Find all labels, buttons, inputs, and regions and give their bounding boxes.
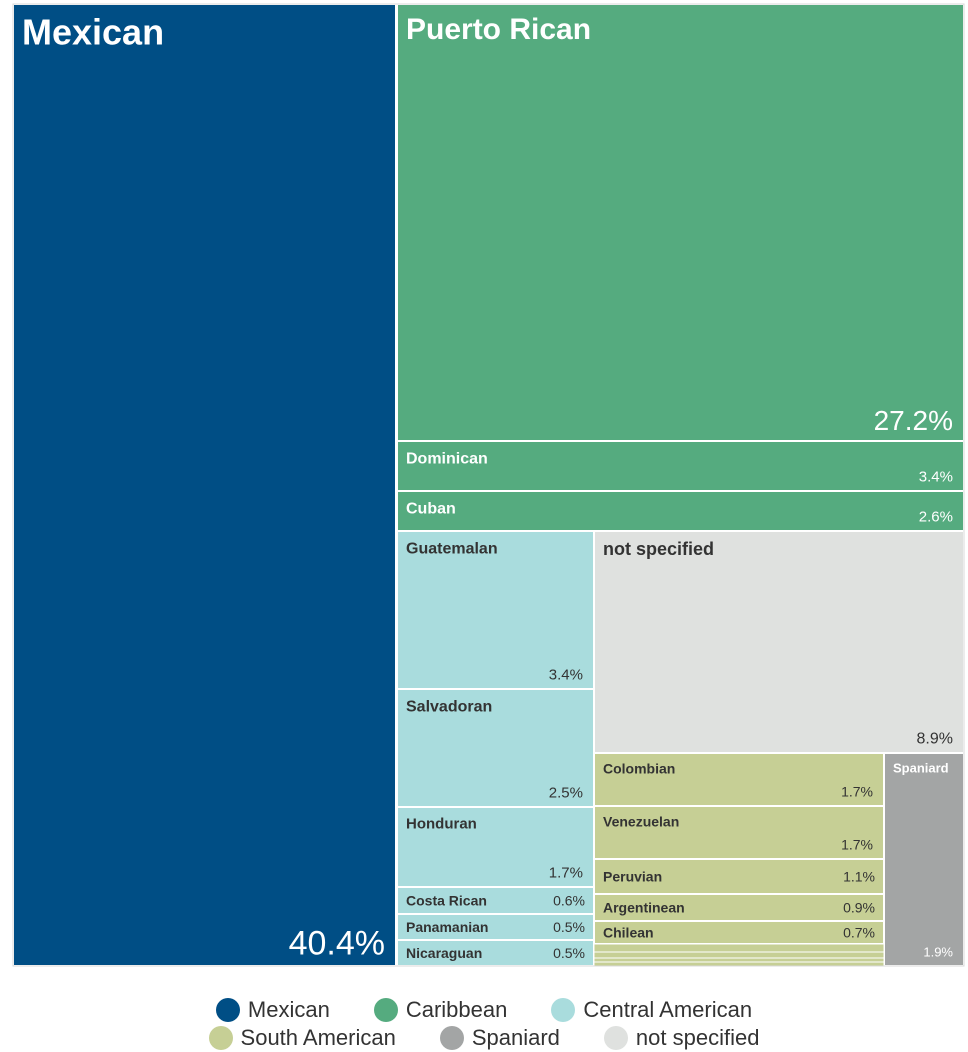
tile-name-label: Cuban [406,500,456,517]
legend-swatch [215,998,240,1022]
legend-label: South American [240,1025,396,1050]
tile-peruvian: Peruvian 1.1% [593,858,885,895]
tile-name-label: Peruvian [603,869,662,885]
tile-name-label: Dominican [406,450,488,467]
tile-value-label: 0.5% [553,945,585,961]
legend-label: Spaniard [471,1025,560,1050]
tile-value-label: 0.7% [843,925,875,941]
tile-rect [593,530,965,754]
tile-rect [396,688,595,808]
legend-label: Caribbean [405,997,508,1022]
tile-nicaraguan: Nicaraguan 0.5% [396,939,595,967]
legend-item-not-specified: not specified [603,1025,760,1051]
legend-swatch [373,998,398,1022]
treemap-chart: Mexican 40.4% Puerto Rican 27.2% Dominican 3.… [12,3,965,967]
tile-panamanian: Panamanian 0.5% [396,913,595,941]
tile-value-label: 1.7% [841,837,873,853]
tile-value-label: 2.6% [919,509,953,526]
legend-label: Mexican [247,997,330,1022]
legend-swatch [208,1026,233,1050]
tile-value-label: 8.9% [917,730,953,747]
legend: Mexican Caribbean Central American South… [0,996,968,1052]
tile-honduran: Honduran 1.7% [396,806,595,888]
tile-rect [396,440,965,492]
tile-sliver-3 [593,961,885,967]
legend-row-1: Mexican Caribbean Central American [0,996,968,1024]
tile-value-label: 3.4% [919,469,953,486]
tile-rect [396,913,595,941]
tile-name-label: Venezuelan [603,814,679,830]
legend-label: Central American [583,997,753,1022]
tile-name-label: Nicaraguan [406,945,482,961]
tile-name-label: Chilean [603,925,654,941]
tile-name-label: Costa Rican [406,893,487,909]
tile-rect [593,752,885,807]
tile-rect [396,490,965,532]
tile-venezuelan: Venezuelan 1.7% [593,805,885,860]
tile-guatemalan: Guatemalan 3.4% [396,530,595,690]
tile-value-label: 1.7% [841,784,873,800]
tile-value-label: 40.4% [289,925,385,963]
tile-rect [396,3,965,442]
tile-cuban: Cuban 2.6% [396,490,965,532]
tile-dominican: Dominican 3.4% [396,440,965,492]
legend-item-caribbean: Caribbean [373,997,508,1023]
legend-swatch [439,1026,464,1050]
tile-value-label: 1.9% [923,945,953,960]
tile-value-label: 1.7% [549,865,583,882]
tile-puerto-rican: Puerto Rican 27.2% [396,3,965,442]
tile-name-label: Puerto Rican [406,13,591,46]
chart-frame [12,3,965,967]
tile-argentinean: Argentinean 0.9% [593,893,885,922]
tile-name-label: Panamanian [406,919,488,935]
legend-label: not specified [635,1025,760,1050]
legend-item-south-american: South American [208,1025,396,1051]
tile-value-label: 3.4% [549,667,583,684]
tile-value-label: 2.5% [549,785,583,802]
tile-name-label: Salvadoran [406,698,492,715]
tile-name-label: Colombian [603,761,675,777]
tile-not-specified: not specified 8.9% [593,530,965,754]
tile-name-label: Guatemalan [406,540,498,557]
legend-item-mexican: Mexican [215,997,330,1023]
tile-salvadoran: Salvadoran 2.5% [396,688,595,808]
tile-name-label: Mexican [22,11,164,52]
legend-swatch [603,1026,628,1050]
tile-mexican: Mexican 40.4% [12,3,397,967]
tile-rect [883,752,965,967]
legend-swatch [551,998,576,1022]
tile-chilean: Chilean 0.7% [593,920,885,945]
tile-sliver-1 [593,951,885,959]
tile-value-label: 27.2% [874,405,953,436]
tile-value-label: 0.9% [843,900,875,916]
tile-costa-rican: Costa Rican 0.6% [396,886,595,915]
tile-name-label: not specified [603,539,714,559]
tile-rect [12,3,397,967]
tile-sliver-2 [593,957,885,963]
tile-spaniard: Spaniard 1.9% [883,752,965,967]
tile-value-label: 0.5% [553,919,585,935]
tile-name-label: Spaniard [893,761,949,776]
tile-name-label: Argentinean [603,900,685,916]
tile-rect [396,530,595,690]
legend-row-2: South American Spaniard not specified [0,1024,968,1052]
legend-item-central-american: Central American [551,997,752,1023]
legend-item-spaniard: Spaniard [439,1025,560,1051]
tile-value-label: 0.6% [553,893,585,909]
tile-value-label: 1.1% [843,869,875,885]
tile-colombian: Colombian 1.7% [593,752,885,807]
tile-name-label: Honduran [406,816,477,833]
tile-sliver-0 [593,943,885,953]
tile-rect [593,858,885,895]
